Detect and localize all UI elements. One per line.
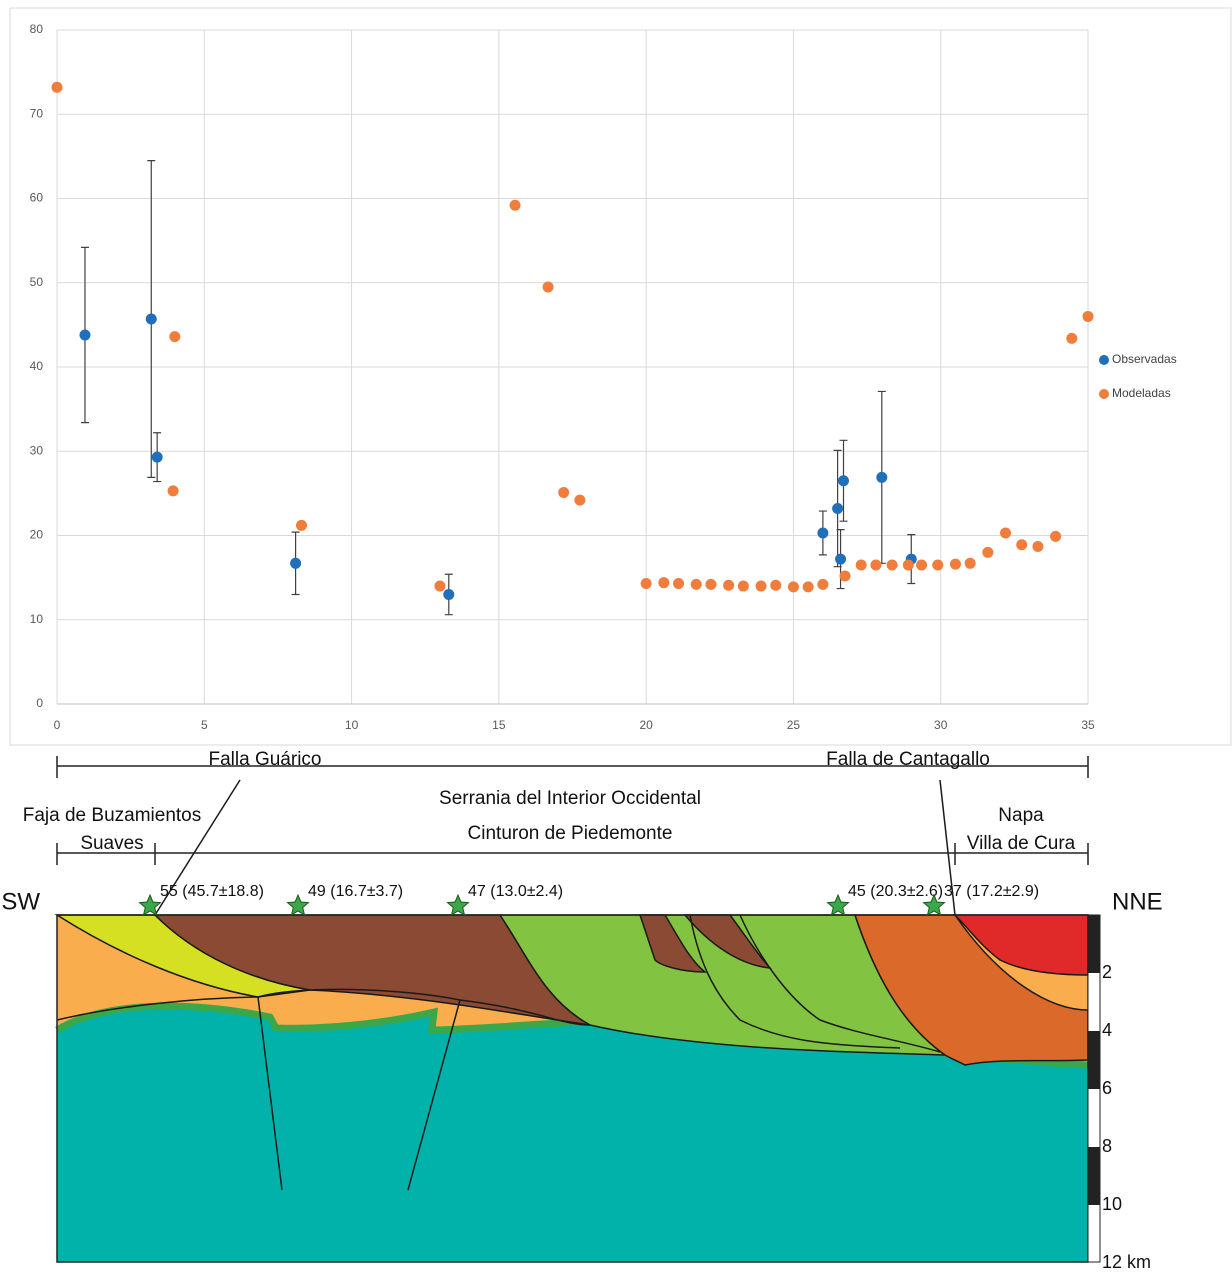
point (1066, 333, 1077, 344)
legend-label: Observadas (1112, 352, 1177, 366)
point (168, 485, 179, 496)
station-label: 47 (13.0±2.4) (468, 883, 563, 900)
depth-label: 2 (1102, 962, 1112, 982)
point (903, 559, 914, 570)
point (52, 82, 63, 93)
point (887, 559, 898, 570)
depth-label: 12 km (1102, 1252, 1151, 1272)
legend-marker (1099, 389, 1109, 399)
point (558, 487, 569, 498)
legend-marker (1099, 355, 1109, 365)
station-label: 37 (17.2±2.9) (944, 883, 1039, 900)
x-tick-label: 5 (201, 718, 208, 732)
bracket (57, 843, 1088, 865)
y-tick-label: 0 (36, 696, 43, 710)
unit-label: Napa (998, 805, 1044, 826)
point (1032, 541, 1043, 552)
x-tick-label: 20 (639, 718, 653, 732)
cross-section: Falla Guárico Falla de Cantagallo Serran… (1, 749, 1162, 1262)
fault-label: Falla de Cantagallo (826, 749, 990, 770)
point (658, 577, 669, 588)
point (296, 520, 307, 531)
depth-bar-seg (1088, 1147, 1100, 1205)
x-tick-label: 10 (345, 718, 359, 732)
point (641, 578, 652, 589)
direction-label: NNE (1112, 888, 1163, 915)
depth-label: 4 (1102, 1020, 1112, 1040)
point (817, 579, 828, 590)
point (932, 559, 943, 570)
unit-label: Cinturon de Piedemonte (468, 823, 673, 844)
direction-label: SW (1, 888, 40, 915)
depth-label: 10 (1102, 1194, 1122, 1214)
point (770, 580, 781, 591)
station-label: 49 (16.7±3.7) (308, 883, 403, 900)
region-label: Serrania del Interior Occidental (439, 788, 701, 809)
figure: 0 10 20 30 40 50 60 70 80 0 5 10 15 20 25 30 35 Observada… (0, 0, 1232, 1275)
y-tick-label: 70 (30, 106, 44, 120)
point (835, 554, 846, 565)
point (1050, 531, 1061, 542)
station-star (448, 895, 469, 915)
point (965, 558, 976, 569)
point (756, 581, 767, 592)
depth-label: 8 (1102, 1136, 1112, 1156)
x-tick-label: 30 (934, 718, 948, 732)
legend-label: Modeladas (1112, 386, 1171, 400)
depth-label: 6 (1102, 1078, 1112, 1098)
station-star (828, 895, 849, 915)
x-tick-label: 15 (492, 718, 506, 732)
point (723, 580, 734, 591)
point (443, 589, 454, 600)
fault-label: Falla Guárico (209, 749, 322, 770)
x-tick-label: 25 (787, 718, 801, 732)
point (79, 329, 90, 340)
unit-label: Villa de Cura (967, 833, 1076, 854)
point (434, 581, 445, 592)
point (691, 579, 702, 590)
point (1083, 311, 1094, 322)
point (876, 472, 887, 483)
x-tick-label: 35 (1081, 718, 1095, 732)
y-tick-label: 60 (30, 191, 44, 205)
depth-bar-seg (1088, 1031, 1100, 1089)
y-tick-label: 30 (30, 443, 44, 457)
point (543, 281, 554, 292)
point (146, 313, 157, 324)
depth-bar-seg (1088, 915, 1100, 973)
point (1000, 527, 1011, 538)
point (870, 559, 881, 570)
point (738, 581, 749, 592)
point (838, 475, 849, 486)
point (705, 579, 716, 590)
point (169, 331, 180, 342)
station-label: 45 (20.3±2.6) (848, 883, 943, 900)
unit-label: Faja de Buzamientos (23, 805, 202, 826)
point (788, 581, 799, 592)
point (152, 452, 163, 463)
y-tick-label: 50 (30, 275, 44, 289)
point (856, 559, 867, 570)
y-tick-label: 40 (30, 359, 44, 373)
point (982, 547, 993, 558)
point (673, 578, 684, 589)
point (832, 503, 843, 514)
station-star (288, 895, 309, 915)
point (950, 559, 961, 570)
point (1016, 539, 1027, 550)
point (817, 527, 828, 538)
point (839, 570, 850, 581)
y-tick-label: 20 (30, 528, 44, 542)
point (510, 200, 521, 211)
point (803, 581, 814, 592)
point (916, 559, 927, 570)
y-tick-label: 10 (30, 612, 44, 626)
unit-label: Suaves (80, 833, 143, 854)
point (574, 495, 585, 506)
chart-frame (10, 8, 1231, 745)
y-tick-label: 80 (30, 22, 44, 36)
x-tick-label: 0 (54, 718, 61, 732)
station-label: 55 (45.7±18.8) (160, 883, 264, 900)
point (290, 558, 301, 569)
